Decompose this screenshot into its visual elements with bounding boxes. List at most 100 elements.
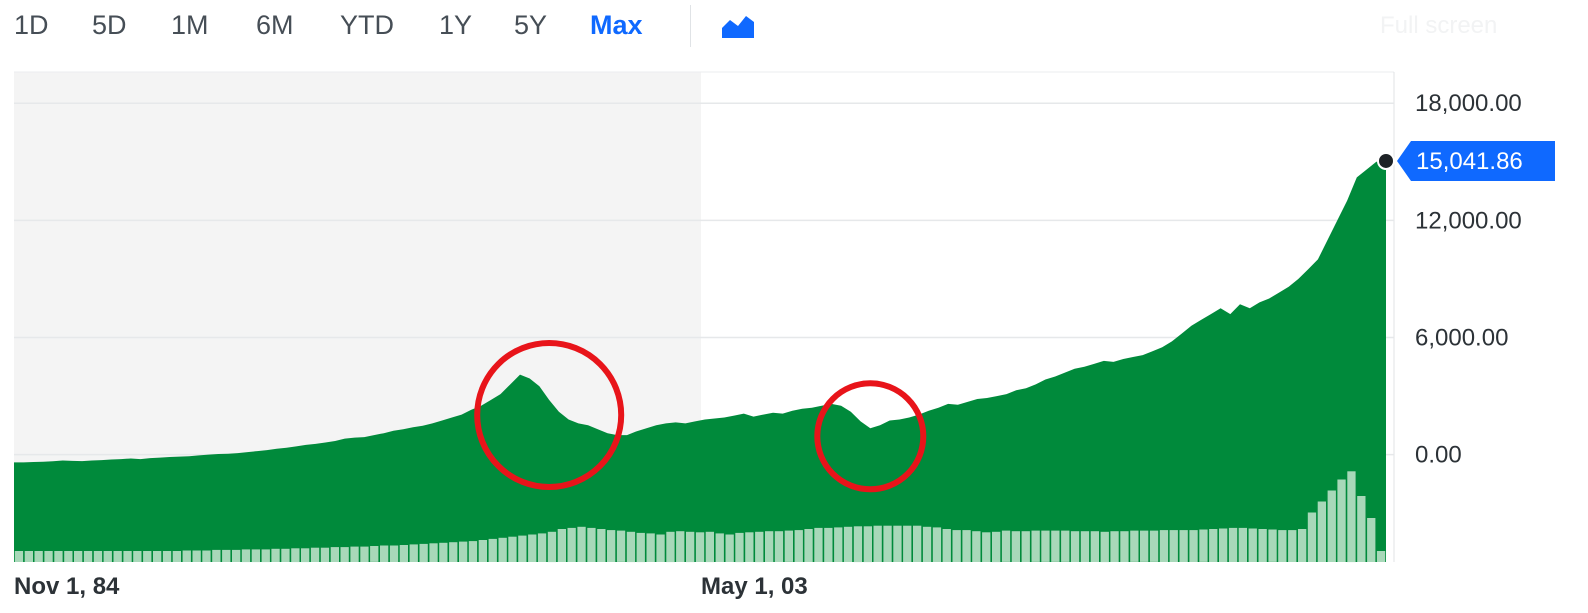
volume-bar [932,527,942,562]
tab-1y[interactable]: 1Y [439,10,473,40]
volume-bar [1258,529,1267,562]
tab-6m[interactable]: 6M [256,10,294,40]
highlight-circle [474,340,625,490]
volume-bar [1278,530,1287,562]
volume-bar [557,529,566,562]
volume-bar [1228,527,1238,562]
volume-bar [1199,529,1208,562]
volume-bar [1110,531,1119,562]
volume-bar [1130,530,1139,562]
last-price-dot[interactable] [1377,151,1395,170]
volume-bar [162,551,172,562]
tab-max[interactable]: Max [590,10,643,40]
tab-1m[interactable]: 1M [171,10,209,40]
volume-bar [725,534,734,562]
y-tick-label: 0.00 [1415,442,1462,469]
volume-bar [942,529,951,562]
volume-bar [893,525,902,562]
volume-bar [1001,530,1011,562]
volume-bar [656,534,665,562]
volume-bar [1021,531,1030,562]
volume-bar [597,529,606,562]
volume-bar [44,551,53,562]
volume-bar [1051,530,1060,562]
volume-bar [1317,501,1326,562]
volume-bar [903,525,912,562]
volume-bar [686,531,695,563]
volume-bar [1376,551,1386,562]
volume-bar [222,549,231,562]
volume-bar [834,527,843,562]
volume-bar [310,547,320,562]
volume-bar [824,527,833,562]
volume-bar [241,549,251,563]
volume-bar [922,526,932,562]
volume-bar [172,551,181,562]
volume-bar [1179,530,1188,562]
volume-bar [389,545,399,562]
volume-bar [459,541,468,562]
area-chart-icon[interactable] [720,12,756,40]
volume-bar [1367,518,1376,562]
volume-bar [1248,528,1257,562]
volume-bar [962,530,971,562]
volume-bar [498,537,507,562]
tab-1d[interactable]: 1D [14,10,49,40]
y-axis-labels: 18,000.00 12,000.00 6,000.00 0.00 [1415,90,1522,468]
volume-bar [153,551,162,562]
volume-bar [370,546,379,562]
volume-bar [745,532,754,562]
tab-5y[interactable]: 5Y [514,10,548,40]
volume-bar [1169,530,1178,562]
volume-bar [1100,531,1109,563]
volume-bar [439,542,448,563]
volume-bar [281,548,290,562]
volume-bar [735,532,744,563]
y-tick-label: 18,000.00 [1415,90,1522,117]
volume-bar [1327,490,1336,562]
volume-bar [34,551,43,562]
volume-bar [1070,531,1080,562]
volume-bars [14,471,1386,563]
volume-bar [1219,528,1228,562]
price-badge-shape [1397,140,1555,181]
volume-bar [143,551,152,562]
volume-bar [982,532,991,562]
volume-bar [1140,530,1149,562]
x-tick-label: May 1, 03 [701,573,808,600]
volume-bar [478,540,487,562]
volume-bar [24,551,33,562]
fullscreen-button[interactable]: Full screen [1380,12,1498,39]
volume-bar [1347,471,1356,563]
x-tick-label: Nov 1, 84 [14,573,120,600]
tab-5d[interactable]: 5D [92,10,127,40]
volume-bar [83,551,93,562]
volume-bar [1268,529,1277,562]
volume-bar [547,531,557,563]
volume-bar [972,531,981,562]
highlight-circle [814,380,927,493]
volume-bar [883,525,892,562]
volume-bar [646,533,655,562]
tab-ytd[interactable]: YTD [340,10,394,40]
volume-bar [1288,530,1297,562]
volume-bar [577,526,586,562]
volume-bar [360,546,369,562]
price-area [14,161,1386,562]
volume-bar [182,550,191,562]
y-tick-label: 6,000.00 [1415,324,1508,351]
volume-bar [784,530,793,562]
volume-bar [93,551,103,562]
current-price-label: 15,041.86 [1416,148,1523,175]
volume-bar [616,530,626,562]
volume-bar [212,549,221,562]
volume-bar [676,531,685,562]
volume-bar [14,551,24,562]
volume-bar [913,525,922,562]
y-tick-label: 12,000.00 [1415,207,1522,234]
volume-bar [1357,496,1366,562]
volume-bar [715,533,724,562]
volume-bar [1209,529,1218,562]
volume-bar [814,527,823,562]
